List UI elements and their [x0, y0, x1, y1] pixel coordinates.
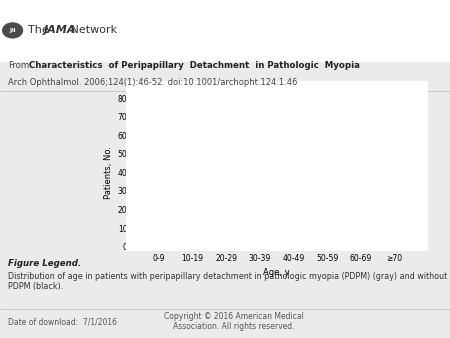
Text: Date of download:  7/1/2016: Date of download: 7/1/2016	[8, 317, 117, 326]
Bar	[350, 178, 372, 247]
Text: From:: From:	[8, 62, 32, 70]
Text: JN: JN	[9, 28, 16, 33]
Text: Copyright © 2016 American Medical
Association. All rights reserved.: Copyright © 2016 American Medical Associ…	[164, 312, 304, 332]
Bar	[384, 200, 405, 247]
Bar	[215, 189, 237, 247]
Text: Characteristics  of Peripapillary  Detachment  in Pathologic  Myopia: Characteristics of Peripapillary Detachm…	[29, 62, 360, 70]
Bar	[316, 105, 338, 117]
Bar	[384, 193, 405, 200]
Bar	[249, 128, 271, 139]
Bar	[283, 146, 305, 247]
Text: Arch Ophthalmol. 2006;124(1):46-52. doi:10.1001/archopht.124.1.46: Arch Ophthalmol. 2006;124(1):46-52. doi:…	[8, 78, 297, 87]
Text: Distribution of age in patients with peripapillary detachment in pathologic myop: Distribution of age in patients with per…	[8, 272, 447, 291]
Text: The: The	[28, 25, 52, 35]
Text: JAMA: JAMA	[44, 25, 76, 35]
Text: Figure Legend.: Figure Legend.	[8, 259, 81, 268]
Bar	[249, 139, 271, 247]
Bar	[316, 117, 338, 247]
Text: Network: Network	[67, 25, 117, 35]
X-axis label: Age, y: Age, y	[263, 268, 290, 276]
Bar	[148, 232, 170, 247]
Bar	[283, 137, 305, 146]
Bar	[350, 163, 372, 178]
Y-axis label: Patients, No.: Patients, No.	[104, 146, 113, 199]
Bar	[182, 228, 203, 247]
